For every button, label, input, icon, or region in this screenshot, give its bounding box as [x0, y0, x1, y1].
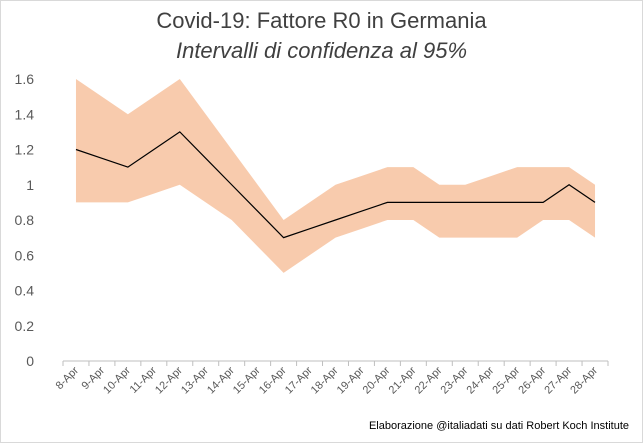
y-tick-label: 1.6	[15, 71, 35, 87]
x-tick-label: 15-Apr	[231, 364, 263, 396]
x-tick-label: 24-Apr	[464, 364, 496, 396]
x-tick-label: 12-Apr	[153, 364, 185, 396]
y-tick-label: 1.4	[15, 106, 35, 122]
x-tick-label: 27-Apr	[542, 364, 574, 396]
y-tick-label: 0.8	[15, 212, 35, 228]
y-tick-label: 0.6	[15, 247, 35, 263]
x-tick-label: 28-Apr	[568, 364, 600, 396]
x-tick-label: 16-Apr	[257, 364, 289, 396]
x-tick-label: 18-Apr	[309, 364, 341, 396]
x-tick-label: 19-Apr	[335, 364, 367, 396]
x-tick-label: 22-Apr	[413, 364, 445, 396]
x-tick-label: 10-Apr	[101, 364, 133, 396]
source-footnote: Elaborazione @italiadati su dati Robert …	[368, 420, 629, 432]
chart-title: Covid-19: Fattore R0 in Germania	[156, 8, 487, 33]
y-tick-label: 0.2	[15, 318, 35, 334]
y-tick-label: 0	[26, 353, 34, 369]
y-tick-label: 1.2	[15, 142, 35, 158]
x-tick-label: 14-Apr	[205, 364, 237, 396]
x-tick-label: 8-Apr	[54, 364, 82, 392]
r0-line	[75, 131, 596, 239]
x-tick-label: 17-Apr	[283, 364, 315, 396]
x-tick-label: 23-Apr	[439, 364, 471, 396]
x-tick-label: 13-Apr	[179, 364, 211, 396]
y-tick-label: 0.4	[15, 283, 35, 299]
x-tick-label: 26-Apr	[516, 364, 548, 396]
x-tick-label: 25-Apr	[490, 364, 522, 396]
y-tick-label: 1	[26, 177, 34, 193]
x-tick-label: 21-Apr	[387, 364, 419, 396]
x-tick-label: 11-Apr	[128, 364, 159, 395]
confidence-band	[75, 79, 596, 273]
x-tick-label: 20-Apr	[361, 364, 393, 396]
chart-subtitle: Intervalli di confidenza al 95%	[175, 38, 468, 63]
